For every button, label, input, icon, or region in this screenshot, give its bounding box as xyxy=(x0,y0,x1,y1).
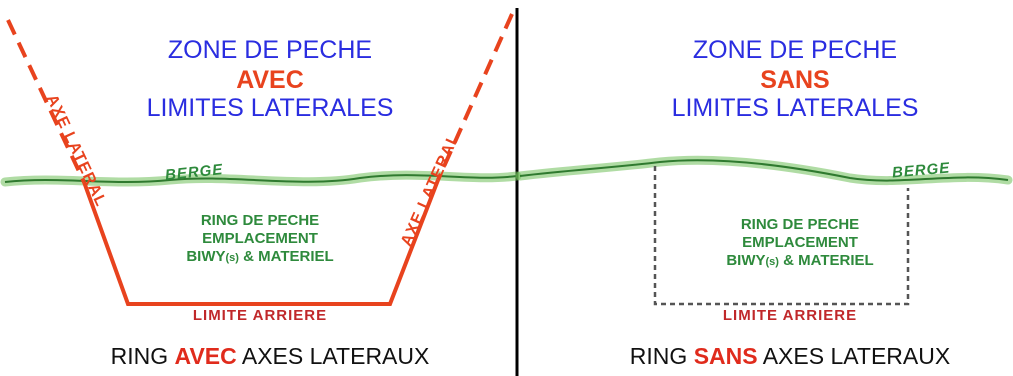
left-caption-avec: AVEC xyxy=(174,343,237,369)
right-ring-line3: BIWY(s) & MATERIEL xyxy=(690,252,910,271)
right-ring-line2: EMPLACEMENT xyxy=(742,234,858,251)
right-title-line3: LIMITES LATERALES xyxy=(671,94,919,122)
right-ring-biwy: BIWY xyxy=(726,252,766,269)
right-title-line1: ZONE DE PECHE xyxy=(692,36,898,64)
right-caption-sans: SANS xyxy=(693,343,758,369)
right-ring-biwy-sub: (s) xyxy=(765,256,779,268)
right-caption-ring: RING xyxy=(629,343,694,369)
left-rear-limit: LIMITE ARRIERE xyxy=(192,307,328,324)
left-ring-biwy: BIWY xyxy=(186,248,226,265)
left-ring-line3: BIWY(s) & MATERIEL xyxy=(150,248,370,267)
left-title-line1: ZONE DE PECHE xyxy=(167,36,373,64)
left-ring-line2: EMPLACEMENT xyxy=(202,230,318,247)
left-caption: RING AVEC AXES LATERAUX xyxy=(70,342,470,370)
left-caption-axes: AXES LATERAUX xyxy=(236,343,430,369)
right-axis-dashed xyxy=(436,13,514,181)
left-ring-materiel: & MATERIEL xyxy=(238,248,334,265)
right-caption-axes: AXES LATERAUX xyxy=(757,343,951,369)
right-caption: RING SANS AXES LATERAUX xyxy=(590,342,990,370)
right-ring-line1: RING DE PECHE xyxy=(740,216,860,233)
left-axis-dashed xyxy=(6,19,86,183)
left-caption-ring: RING xyxy=(110,343,175,369)
right-bank-line xyxy=(519,159,1009,182)
left-ring-line1: RING DE PECHE xyxy=(200,212,320,229)
left-title-avec: AVEC xyxy=(236,66,304,94)
right-ring-materiel: & MATERIEL xyxy=(778,252,874,269)
right-rear-limit: LIMITE ARRIERE xyxy=(722,307,858,324)
left-title-line3: LIMITES LATERALES xyxy=(146,94,394,122)
ring-boundary-without-axes xyxy=(653,166,910,306)
ring-boundary-with-axes xyxy=(82,179,440,306)
right-title-sans: SANS xyxy=(760,66,830,94)
left-ring-biwy-sub: (s) xyxy=(225,252,239,264)
